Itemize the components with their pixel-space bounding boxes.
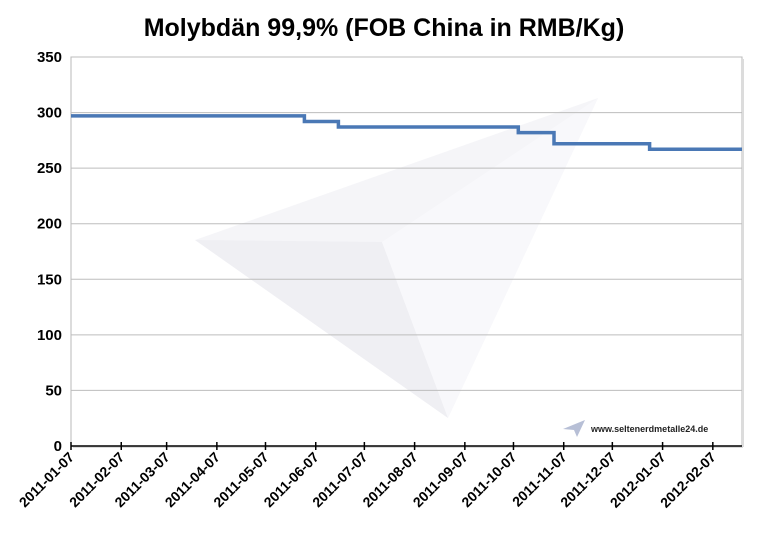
y-tick-label: 150: [37, 271, 62, 288]
series-line: [71, 114, 742, 151]
y-tick-label: 300: [37, 105, 62, 122]
y-tick-label: 100: [37, 327, 62, 344]
watermark-url: www.seltenerdmetalle24.de: [563, 420, 708, 437]
chart-title: Molybdän 99,9% (FOB China in RMB/Kg): [144, 14, 625, 42]
y-tick-label: 50: [45, 382, 62, 399]
watermark-logo: [195, 98, 598, 418]
y-tick-label: 0: [54, 438, 62, 455]
series-layer: [71, 114, 742, 151]
y-tick-label: 250: [37, 160, 62, 177]
paper-plane-icon: [563, 420, 585, 437]
y-tick-label: 350: [37, 49, 62, 66]
grid-layer: [71, 56, 742, 391]
y-tick-label: 200: [37, 216, 62, 233]
watermark-url-text: www.seltenerdmetalle24.de: [590, 424, 708, 434]
